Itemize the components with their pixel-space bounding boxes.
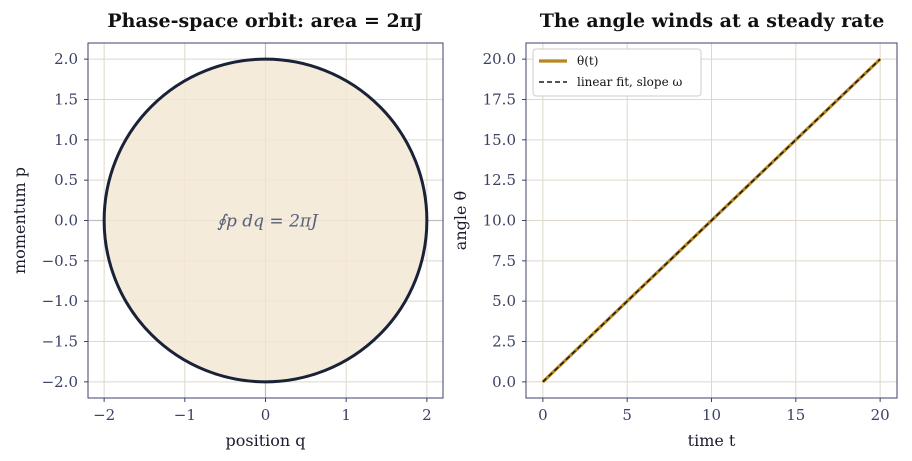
y-axis-label: momentum p (10, 167, 29, 274)
y-tick-label: 15.0 (483, 131, 516, 149)
y-tick-label: 2.5 (492, 333, 516, 351)
x-ticks: −2 −1 0 1 2 (93, 398, 432, 424)
y-tick-label: 0.0 (54, 212, 78, 230)
phase-space-panel: ∮p dq = 2πJ −2 −1 0 1 2 −2.0 −1.5 −1.0 −0.5 0.0 0… (10, 10, 444, 450)
angle-time-panel: 0 5 10 15 20 0.0 2.5 5.0 7.5 10.0 12.5 15.0 17.5 20.… (451, 10, 898, 450)
y-tick-label: 20.0 (483, 50, 516, 68)
chart-title: The angle winds at a steady rate (540, 10, 885, 32)
y-tick-label: 0.0 (492, 373, 516, 391)
y-tick-label: −0.5 (42, 252, 78, 270)
y-axis-label: angle θ (451, 191, 470, 250)
y-tick-label: 1.5 (54, 90, 78, 108)
x-axis-label: position q (225, 431, 305, 450)
y-ticks: 0.0 2.5 5.0 7.5 10.0 12.5 15.0 17.5 20.0 (483, 50, 526, 391)
y-tick-label: −1.0 (42, 292, 78, 310)
legend: θ(t) linear fit, slope ω (532, 48, 702, 97)
legend-box (532, 48, 702, 97)
x-tick-label: −2 (93, 406, 115, 424)
x-ticks: 0 5 10 15 20 (538, 398, 890, 424)
x-tick-label: −1 (174, 406, 196, 424)
chart-title: Phase-space orbit: area = 2πJ (107, 10, 422, 32)
x-tick-label: 0 (538, 406, 548, 424)
y-tick-label: 5.0 (492, 292, 516, 310)
x-tick-label: 0 (261, 406, 271, 424)
legend-label-linear-fit: linear fit, slope ω (577, 75, 682, 89)
annotation: ∮p dq = 2πJ (217, 212, 319, 232)
series-line-linear-fit (542, 58, 881, 383)
legend-label-theta: θ(t) (577, 54, 598, 68)
y-tick-label: 10.0 (483, 212, 516, 230)
x-tick-label: 5 (622, 406, 632, 424)
orbit-circle (102, 57, 429, 384)
x-tick-label: 10 (702, 406, 721, 424)
x-axis-label: time t (688, 431, 736, 450)
y-ticks: −2.0 −1.5 −1.0 −0.5 0.0 0.5 1.0 1.5 2.0 (42, 50, 88, 391)
y-tick-label: 2.0 (54, 50, 78, 68)
x-tick-label: 1 (341, 406, 351, 424)
y-tick-label: 0.5 (54, 171, 78, 189)
y-tick-label: 17.5 (483, 90, 516, 108)
x-tick-label: 15 (786, 406, 805, 424)
y-tick-label: 1.0 (54, 131, 78, 149)
y-tick-label: −2.0 (42, 373, 78, 391)
y-tick-label: −1.5 (42, 333, 78, 351)
x-tick-label: 2 (422, 406, 432, 424)
x-tick-label: 20 (871, 406, 890, 424)
y-tick-label: 12.5 (483, 171, 516, 189)
y-tick-label: 7.5 (492, 252, 516, 270)
